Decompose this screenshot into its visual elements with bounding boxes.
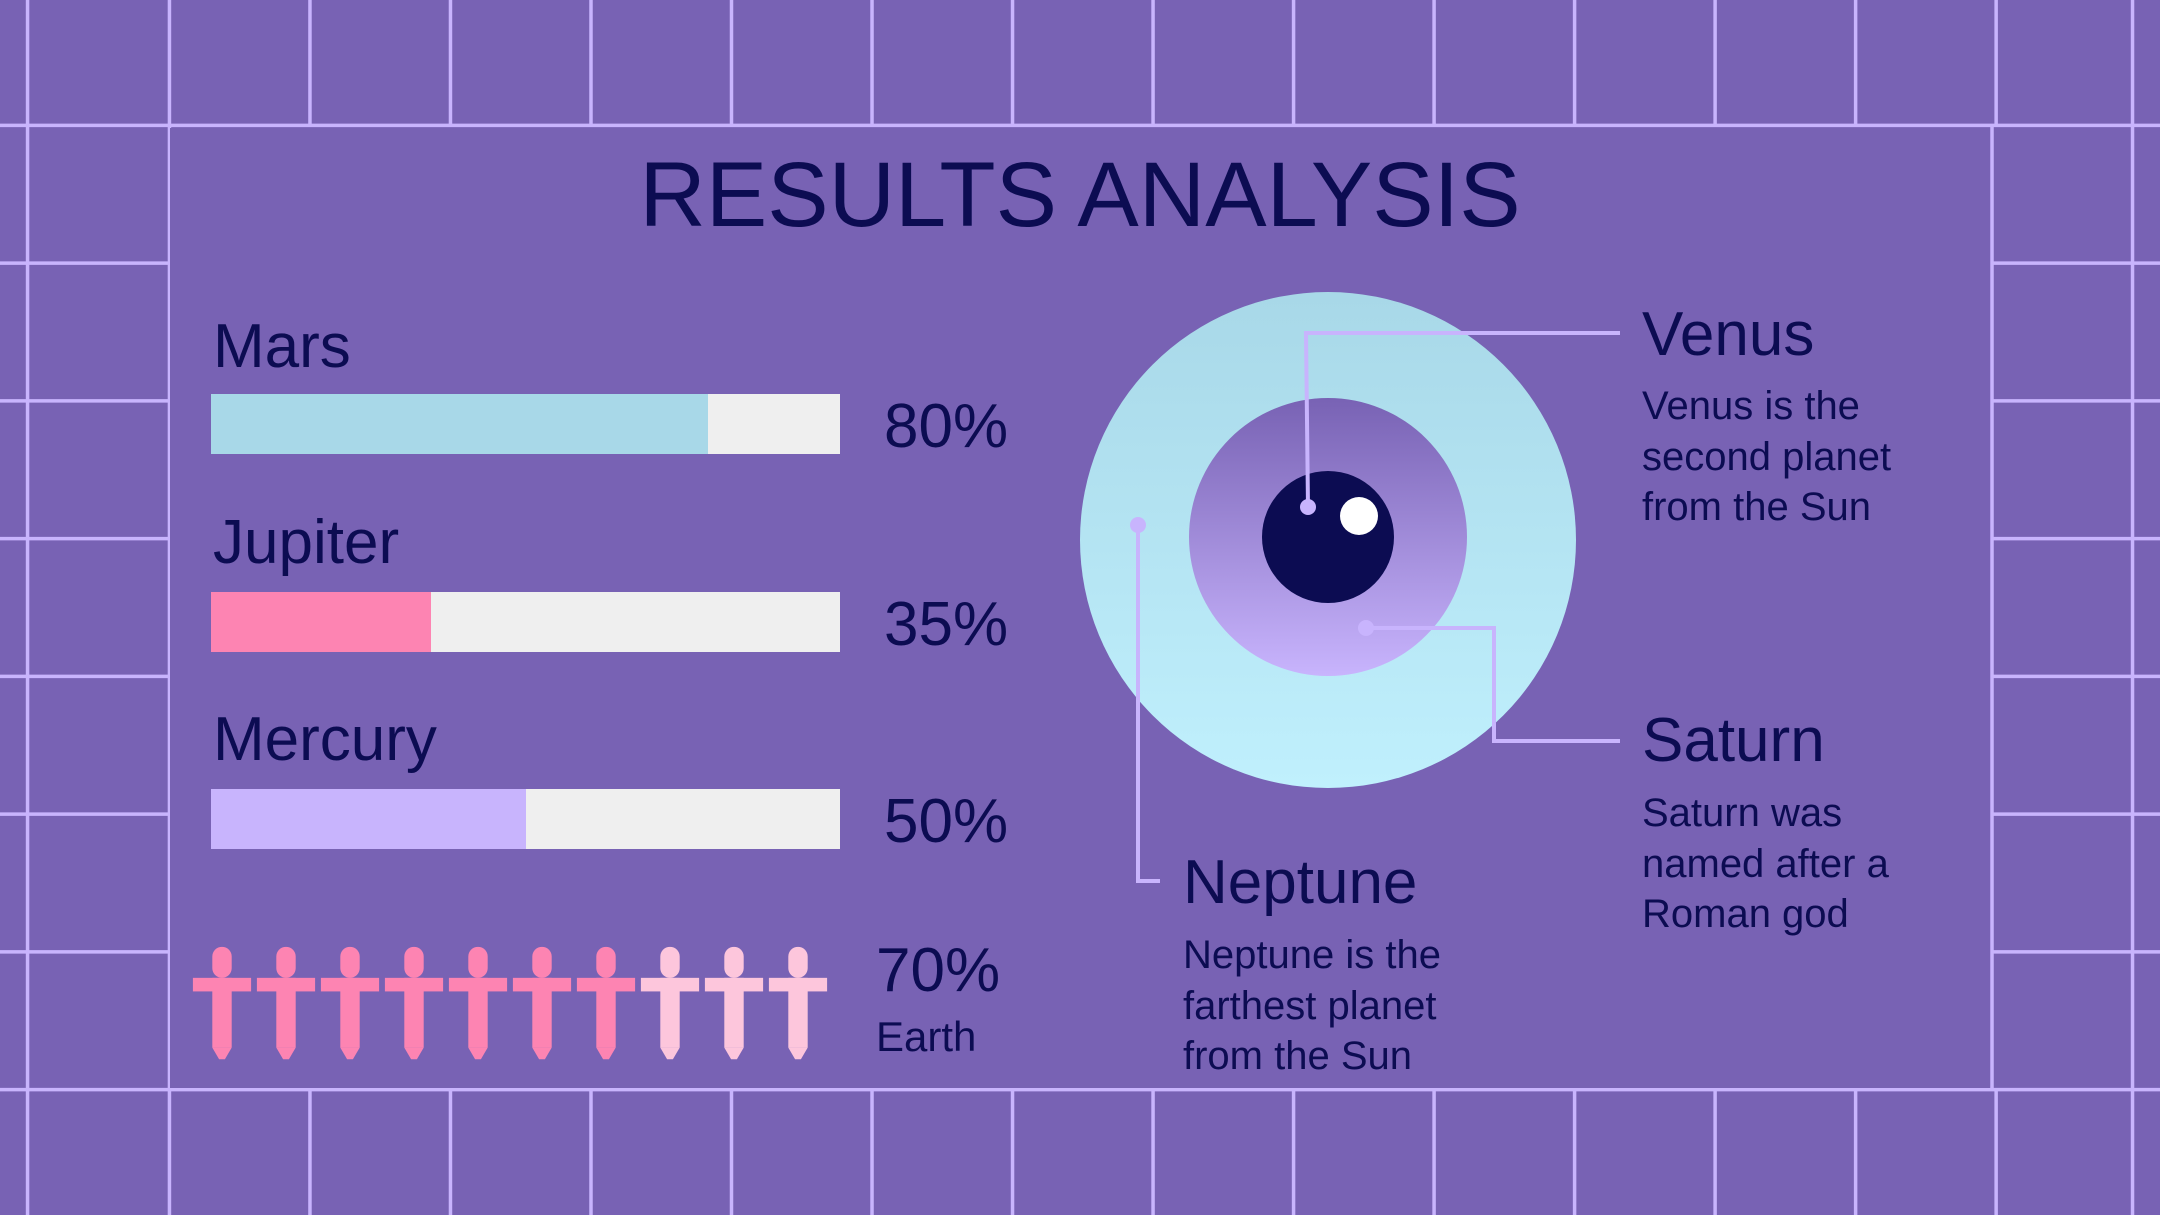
saturn-title: Saturn	[1642, 706, 1825, 775]
person-icon-filled	[448, 946, 508, 1060]
eye-pupil	[1262, 471, 1394, 603]
earth-label: Earth	[876, 1013, 977, 1060]
bar-percent-mercury: 50%	[884, 787, 1009, 856]
saturn-description: Saturn was named after a Roman god	[1642, 791, 1889, 936]
bar-percent-mars: 80%	[884, 392, 1009, 461]
saturn-connector-dot	[1358, 620, 1374, 636]
bar-fill-mercury	[211, 789, 526, 849]
bar-fill-jupiter	[211, 592, 432, 652]
page-title: RESULTS ANALYSIS	[639, 144, 1521, 246]
venus-connector-line	[1303, 331, 1620, 508]
bar-track-mars	[211, 394, 840, 454]
bar-label-mercury: Mercury	[213, 705, 437, 774]
neptune-connector-line	[1136, 525, 1160, 883]
neptune-description: Neptune is the farthest planet from the …	[1183, 933, 1441, 1078]
eye-highlight	[1340, 497, 1378, 535]
bar-track-jupiter	[211, 592, 840, 652]
venus-description: Venus is the second planet from the Sun	[1642, 384, 1892, 529]
bar-label-mars: Mars	[213, 312, 351, 381]
bar-percent-jupiter: 35%	[884, 590, 1009, 659]
bar-track-mercury	[211, 789, 840, 849]
person-icon-empty	[768, 946, 828, 1060]
person-icon-filled	[512, 946, 572, 1060]
bar-label-jupiter: Jupiter	[213, 508, 400, 577]
venus-title: Venus	[1642, 300, 1815, 369]
person-icon-filled	[384, 946, 444, 1060]
neptune-connector-dot	[1130, 517, 1146, 533]
person-icon-empty	[640, 946, 700, 1060]
person-icon-filled	[320, 946, 380, 1060]
neptune-title: Neptune	[1183, 848, 1418, 917]
earth-percent: 70%	[876, 936, 1001, 1005]
saturn-connector-line	[1366, 626, 1620, 743]
person-icon-filled	[192, 946, 252, 1060]
person-icon-empty	[704, 946, 764, 1060]
earth-person-icons	[190, 945, 830, 1065]
person-icon-filled	[256, 946, 316, 1060]
person-icon-filled	[576, 946, 636, 1060]
bar-fill-mars	[211, 394, 708, 454]
venus-connector-dot	[1300, 499, 1316, 515]
